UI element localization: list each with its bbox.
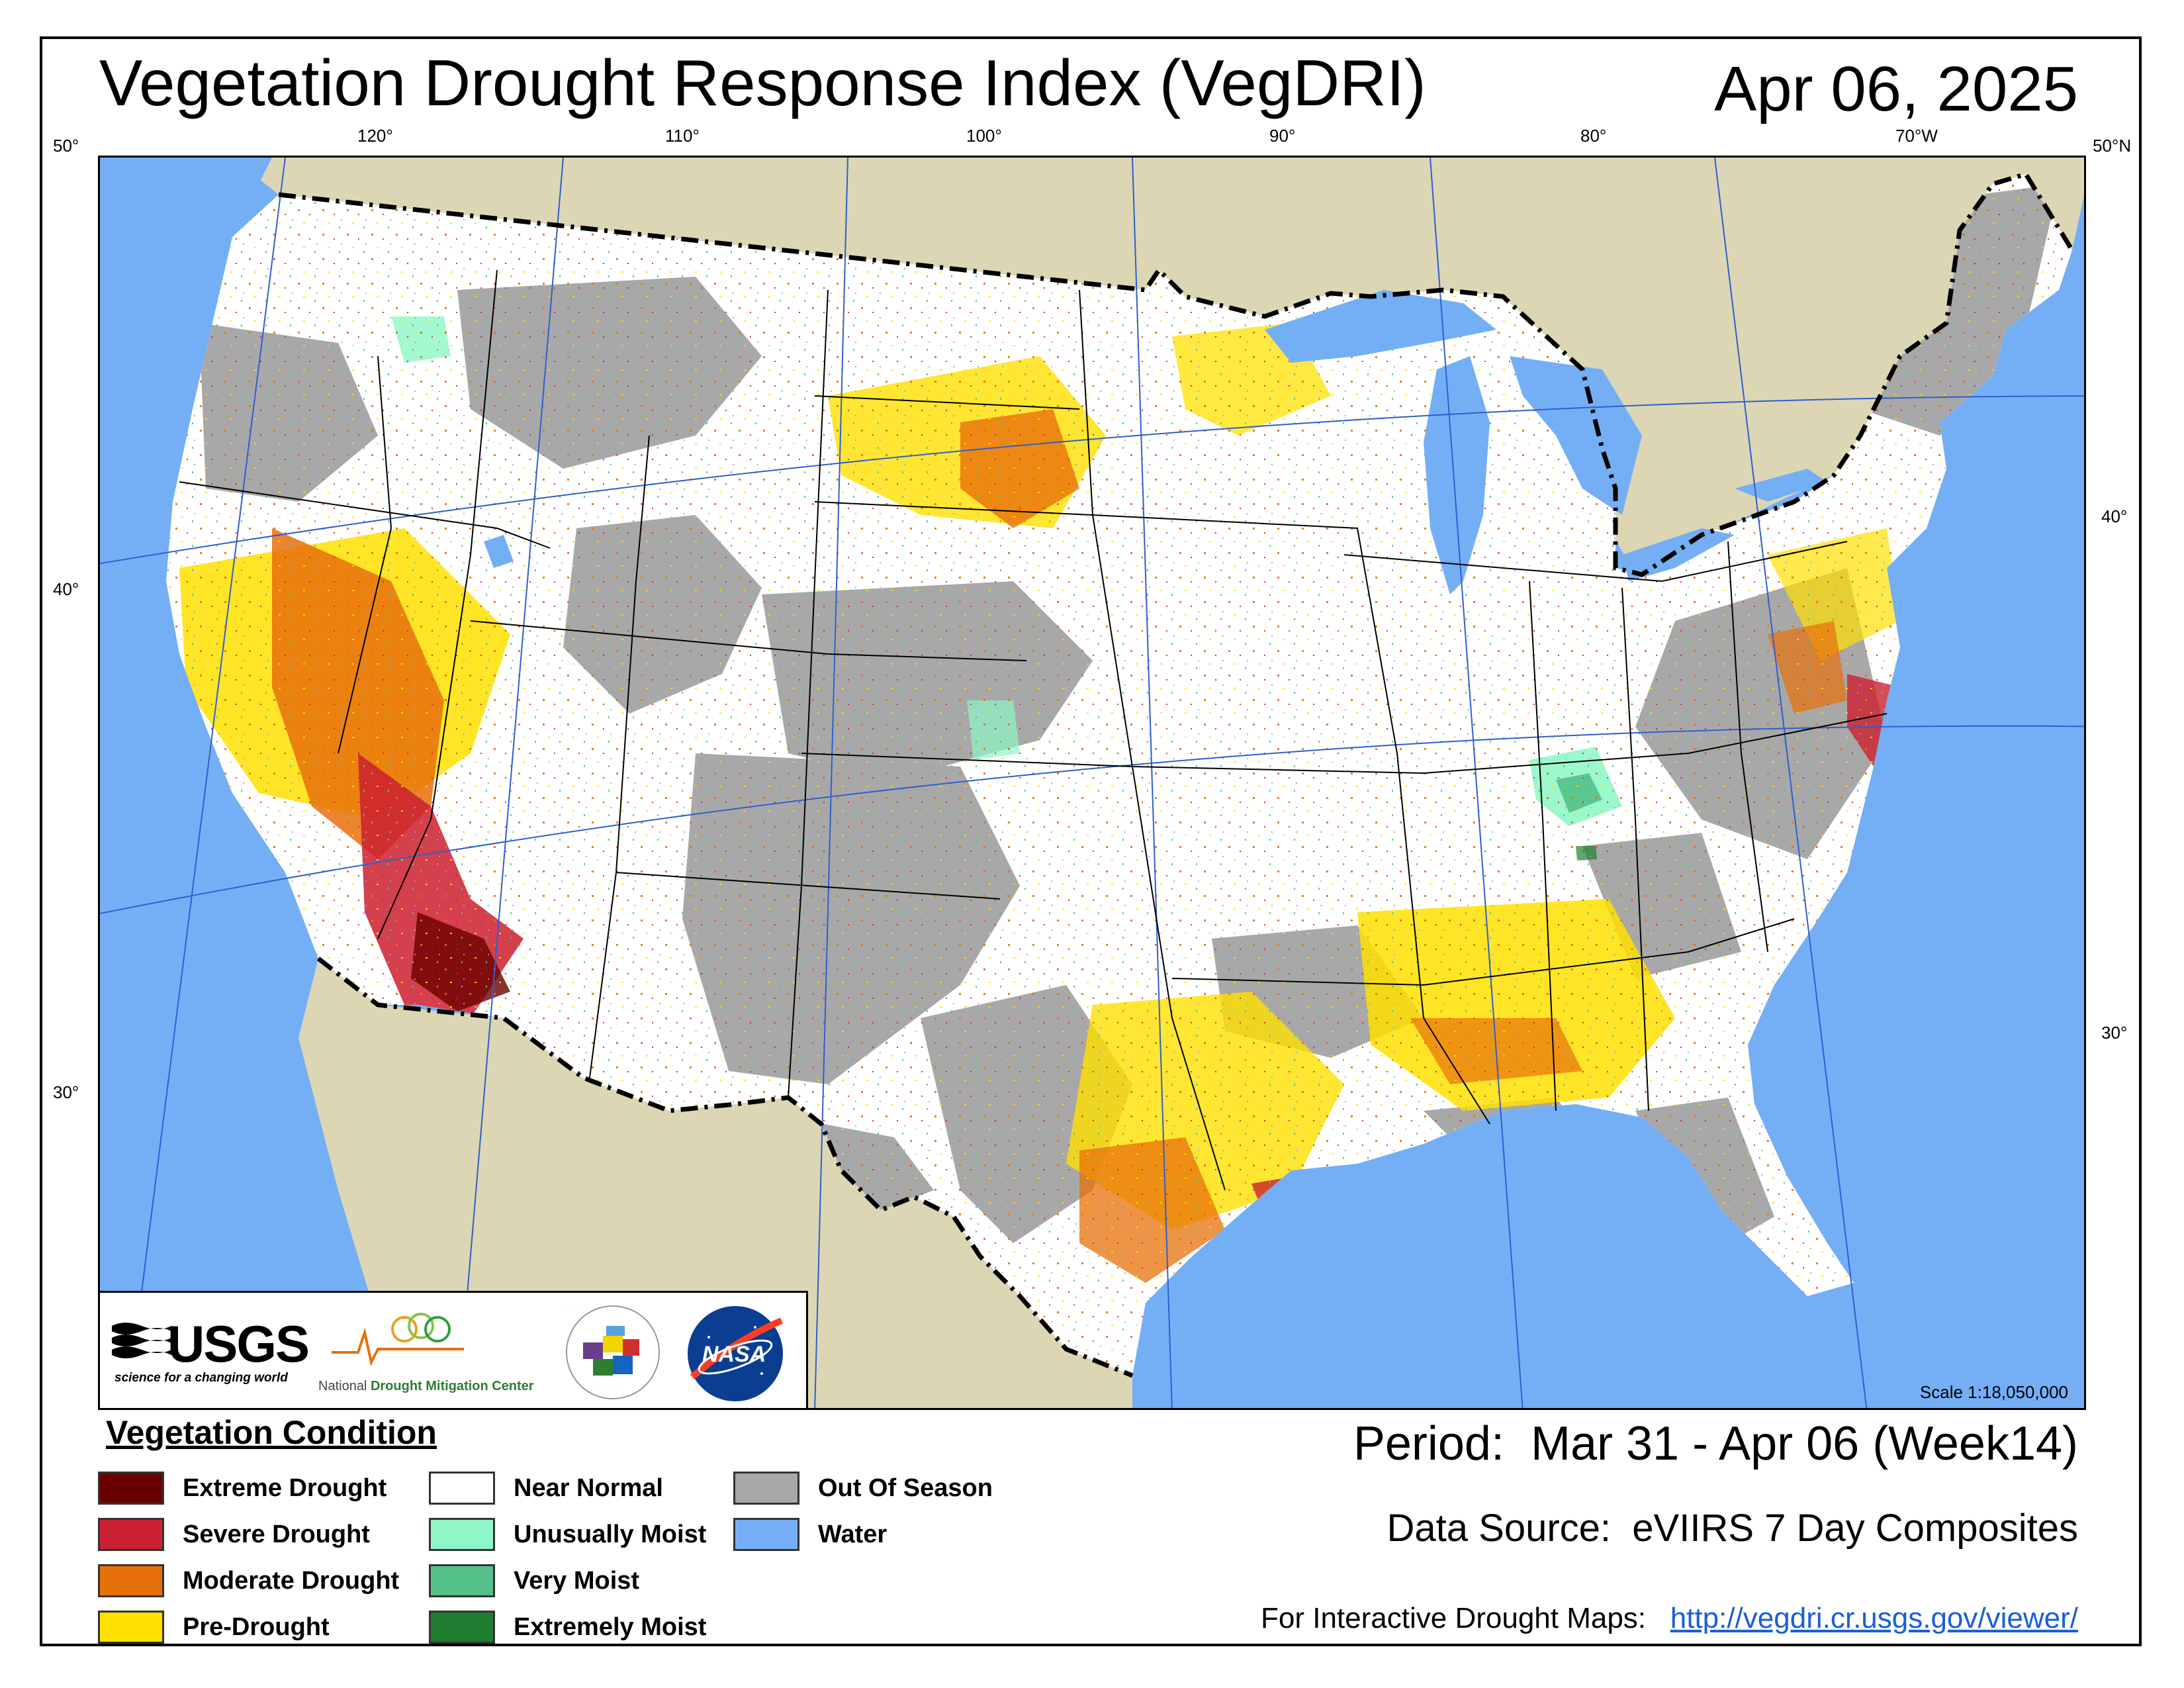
longitude-label-90: 90° [1269,126,1296,146]
ndmc-prefix: National [318,1379,367,1393]
hprcc-map-icon [566,1305,660,1399]
lake-superior [1265,290,1496,363]
longitude-label-100: 100° [966,126,1002,146]
state-boundaries [179,269,1888,1191]
nasa-wordmark: NASA [702,1342,766,1367]
latitude-label-right-30: 30° [2101,1023,2128,1043]
period-line: Period: Mar 31 - Apr 06 (Week14) [1353,1417,2078,1471]
lake-michigan [1424,356,1490,594]
longitude-label-120: 120° [357,126,393,146]
ndmc-name: Drought Mitigation Center [370,1379,534,1393]
legend-label: Extreme Drought [183,1474,387,1502]
data-source-line: Data Source: eVIIRS 7 Day Composites [1387,1506,2078,1550]
legend-title: Vegetation Condition [106,1414,437,1451]
map-title: Vegetation Drought Response Index (VegDR… [99,46,1426,119]
legend-swatch [733,1472,799,1505]
legend-swatch [429,1472,495,1505]
legend-swatch [429,1611,495,1644]
latitude-label-left-50: 50° [53,136,79,156]
interactive-maps-line: For Interactive Drought Maps: http://veg… [1261,1602,2078,1635]
usgs-wave-icon [112,1323,171,1358]
nasa-logo: NASA [682,1301,788,1407]
hprcc-logo: High Plains Regional Climate Center Univ… [563,1303,662,1402]
legend-swatch [733,1518,799,1551]
graticule [100,158,2084,1408]
legend-swatch [98,1472,164,1505]
latitude-label-left-30: 30° [53,1082,79,1102]
longitude-label-70w: 70°W [1895,126,1938,146]
legend-swatch [429,1564,495,1597]
usgs-logo: USGS science for a changing world [112,1315,310,1399]
legend-swatch [98,1564,164,1597]
legend-item-extreme-drought: Extreme Drought [98,1470,387,1507]
latitude-label-left-40: 40° [53,579,79,599]
legend-item-pre-drought: Pre-Drought [98,1609,330,1646]
legend-label: Unusually Moist [514,1520,707,1548]
canada-land [100,158,2084,575]
baja-peninsula [298,959,411,1323]
lake-erie [1622,528,1735,581]
period-label: Period: [1353,1417,1504,1470]
lake-huron [1510,356,1642,515]
legend-swatch [98,1611,164,1644]
legend-label: Pre-Drought [183,1613,330,1641]
legend-label: Moderate Drought [183,1566,400,1595]
hprcc-university: University of Nebraska - Lincoln [563,1309,619,1313]
latitude-label-right-40: 40° [2101,506,2128,526]
interactive-maps-label: For Interactive Drought Maps: [1261,1602,1647,1634]
longitude-label-110: 110° [665,126,700,146]
longitude-label-80: 80° [1580,126,1607,146]
legend-item-water: Water [733,1516,887,1553]
nasa-meatball-icon [688,1306,783,1401]
mexico-border [316,957,1134,1378]
legend-label: Water [818,1520,887,1548]
canada-water-body [100,158,272,303]
period-value: Mar 31 - Apr 06 (Week14) [1530,1417,2078,1470]
ndmc-trees-icon [332,1313,464,1366]
legend-item-severe-drought: Severe Drought [98,1516,370,1553]
legend-item-very-moist: Very Moist [429,1562,639,1599]
vegdri-viewer-link[interactable]: http://vegdri.cr.usgs.gov/viewer/ [1670,1602,2078,1634]
legend-label: Near Normal [514,1474,663,1502]
lake-ontario [1735,469,1827,502]
data-source-label: Data Source: [1387,1507,1612,1550]
usgs-tagline: science for a changing world [114,1371,288,1385]
legend-label: Extremely Moist [514,1613,707,1641]
map-canvas [100,158,2084,1408]
legend-label: Very Moist [514,1566,640,1595]
usgs-wordmark: USGS [167,1315,310,1373]
legend-item-near-normal: Near Normal [429,1470,663,1507]
data-source-value: eVIIRS 7 Day Composites [1632,1507,2078,1550]
latitude-label-right-50n: 50°N [2093,136,2132,156]
ndmc-logo: National Drought Mitigation Center [318,1313,534,1399]
map-date: Apr 06, 2025 [1714,54,2078,124]
great-salt-lake [484,535,514,568]
map-frame [40,36,2142,1646]
logo-panel: USGS science for a changing world Nation… [100,1291,808,1408]
legend-item-unusually-moist: Unusually Moist [429,1516,706,1553]
legend-swatch [429,1518,495,1551]
legend-label: Severe Drought [183,1520,370,1548]
legend-item-moderate-drought: Moderate Drought [98,1562,399,1599]
hprcc-name: High Plains Regional Climate Center [563,1303,627,1307]
legend-swatch [98,1518,164,1551]
map-scale: Scale 1:18,050,000 [1919,1382,2068,1402]
legend-label: Out Of Season [818,1474,993,1502]
legend-item-out-of-season: Out Of Season [733,1470,993,1507]
ndmc-text: National Drought Mitigation Center [318,1379,534,1394]
international-border [278,171,2074,577]
legend-item-extremely-moist: Extremely Moist [429,1609,706,1646]
drought-map [98,156,2086,1410]
